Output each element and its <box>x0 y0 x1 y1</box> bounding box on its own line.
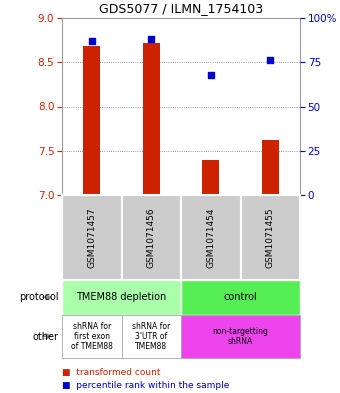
Text: GSM1071457: GSM1071457 <box>87 207 96 268</box>
Bar <box>202 160 219 195</box>
Text: GSM1071454: GSM1071454 <box>206 207 215 268</box>
Text: non-targetting
shRNA: non-targetting shRNA <box>212 327 269 346</box>
Text: GSM1071455: GSM1071455 <box>266 207 275 268</box>
Bar <box>62 195 121 280</box>
Point <box>149 36 154 42</box>
Text: protocol: protocol <box>19 292 58 303</box>
Text: control: control <box>224 292 257 303</box>
Bar <box>83 46 100 195</box>
Point <box>268 57 273 64</box>
Bar <box>262 140 278 195</box>
Bar <box>181 195 240 280</box>
Point <box>89 38 95 44</box>
Bar <box>62 315 121 358</box>
Bar <box>62 280 181 315</box>
Text: other: other <box>33 332 58 342</box>
Text: TMEM88 depletion: TMEM88 depletion <box>76 292 167 303</box>
Bar <box>143 43 159 195</box>
Text: GSM1071456: GSM1071456 <box>147 207 156 268</box>
Bar <box>181 315 300 358</box>
Text: ■  percentile rank within the sample: ■ percentile rank within the sample <box>62 380 230 389</box>
Text: ■  transformed count: ■ transformed count <box>62 369 160 378</box>
Bar <box>121 195 181 280</box>
Point <box>208 72 214 78</box>
Text: shRNA for
first exon
of TMEM88: shRNA for first exon of TMEM88 <box>71 321 113 351</box>
Bar <box>181 280 300 315</box>
Text: shRNA for
3'UTR of
TMEM88: shRNA for 3'UTR of TMEM88 <box>132 321 170 351</box>
Bar <box>240 195 300 280</box>
Title: GDS5077 / ILMN_1754103: GDS5077 / ILMN_1754103 <box>99 2 263 15</box>
Bar <box>121 315 181 358</box>
